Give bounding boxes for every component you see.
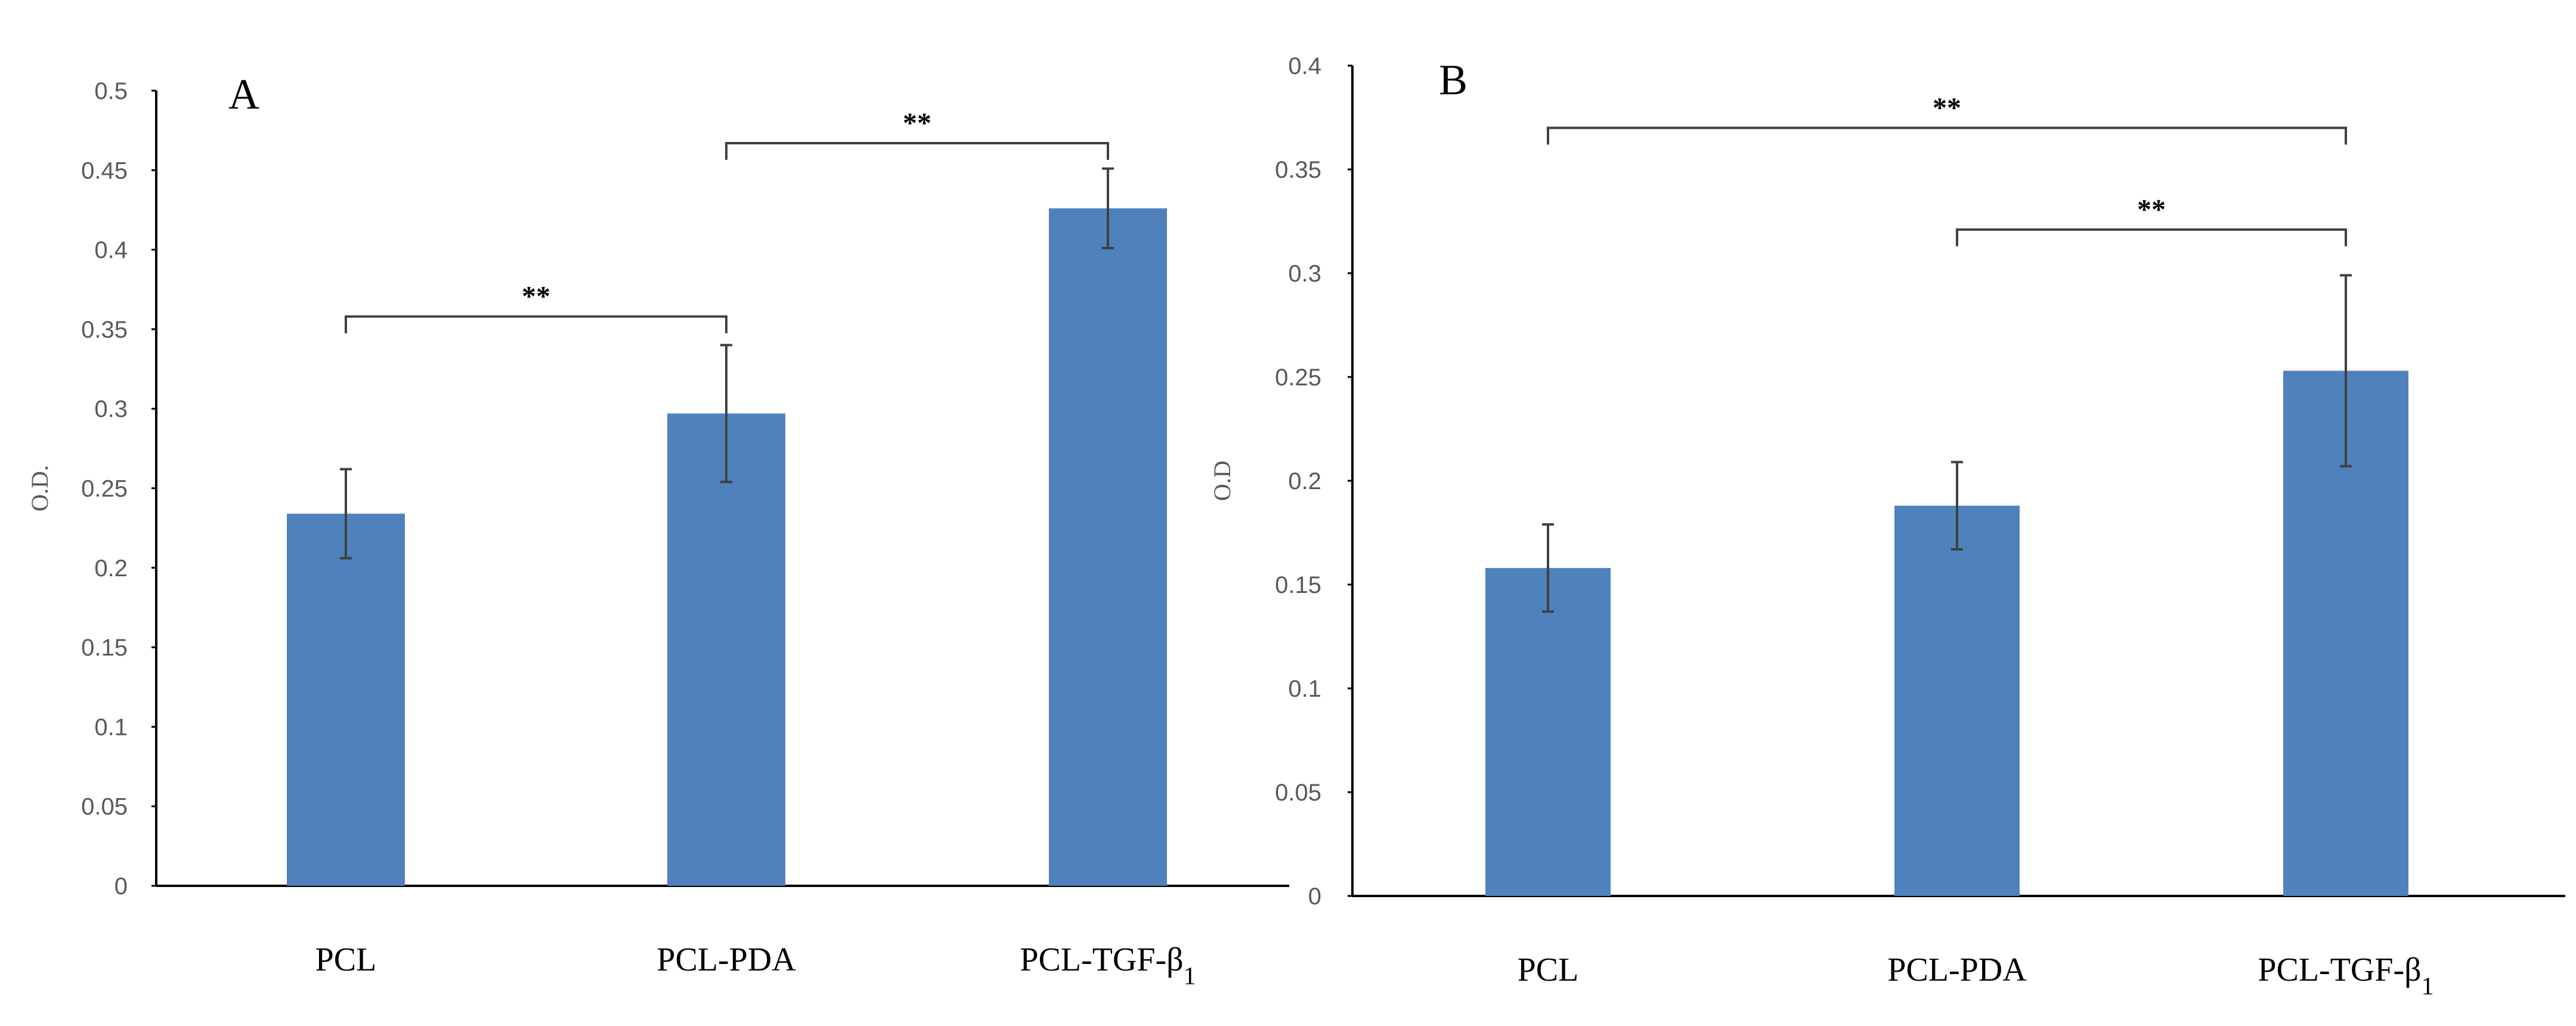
significance-bracket [345, 315, 727, 333]
significance-bracket [1956, 228, 2347, 246]
significance-label: ** [2137, 194, 2166, 225]
y-axis-label: O.D [1209, 461, 1236, 501]
significance-bracket [1547, 126, 2347, 145]
y-tick-label: 0.25 [81, 476, 128, 502]
x-category-label: PCL-PDA [1887, 951, 2027, 988]
x-category-label: PCL-TGF-β1 [2258, 951, 2433, 1000]
y-tick-label: 0.35 [81, 317, 128, 343]
bar [1485, 568, 1611, 896]
significance-bracket [725, 141, 1109, 160]
y-tick-label: 0.45 [81, 157, 128, 184]
y-tick-label: 0 [114, 873, 128, 900]
y-tick-label: 0.4 [94, 237, 128, 264]
y-tick-label: 0.2 [1288, 468, 1321, 495]
significance-label: ** [1933, 92, 1961, 123]
y-tick-label: 0.5 [94, 78, 128, 104]
chart-panel-b: 0 0.05 0.1 0.15 0.2 0.25 0.3 0.35 0.4 O.D B PCL PCL-… [1209, 53, 2565, 1000]
y-axis-label: O.D. [26, 465, 53, 512]
y-tick-label: 0.4 [1288, 53, 1321, 79]
y-tick-label: 0.05 [1275, 780, 1321, 806]
y-tick-label: 0.1 [94, 714, 128, 740]
y-tick-label: 0 [1308, 883, 1321, 910]
y-tick-label: 0.15 [81, 635, 128, 661]
significance-label: ** [522, 281, 550, 313]
x-category-label: PCL [1518, 951, 1579, 988]
x-category-label: PCL-TGF-β1 [1020, 941, 1196, 990]
y-tick-label: 0.1 [1288, 676, 1321, 702]
y-tick-label: 0.35 [1275, 157, 1321, 183]
y-tick-label: 0.2 [94, 555, 128, 582]
y-tick-label: 0.3 [94, 396, 128, 422]
y-tick-label: 0.05 [81, 794, 128, 820]
panel-label: A [228, 70, 259, 118]
y-tick-label: 0.3 [1288, 261, 1321, 287]
significance-label: ** [903, 107, 931, 139]
panel-label: B [1439, 56, 1467, 104]
bar [1894, 505, 2020, 896]
bar [1049, 208, 1167, 886]
x-category-label: PCL-PDA [657, 941, 796, 978]
y-tick-label: 0.15 [1275, 572, 1321, 598]
x-category-label: PCL [315, 941, 377, 978]
bar [287, 514, 405, 886]
y-tick-label: 0.25 [1275, 364, 1321, 391]
bar [667, 413, 785, 886]
chart-panel-a: 0 0.05 0.1 0.15 0.2 0.25 0.3 0.35 0.4 0.45 0.5 O.D.… [26, 70, 1289, 990]
